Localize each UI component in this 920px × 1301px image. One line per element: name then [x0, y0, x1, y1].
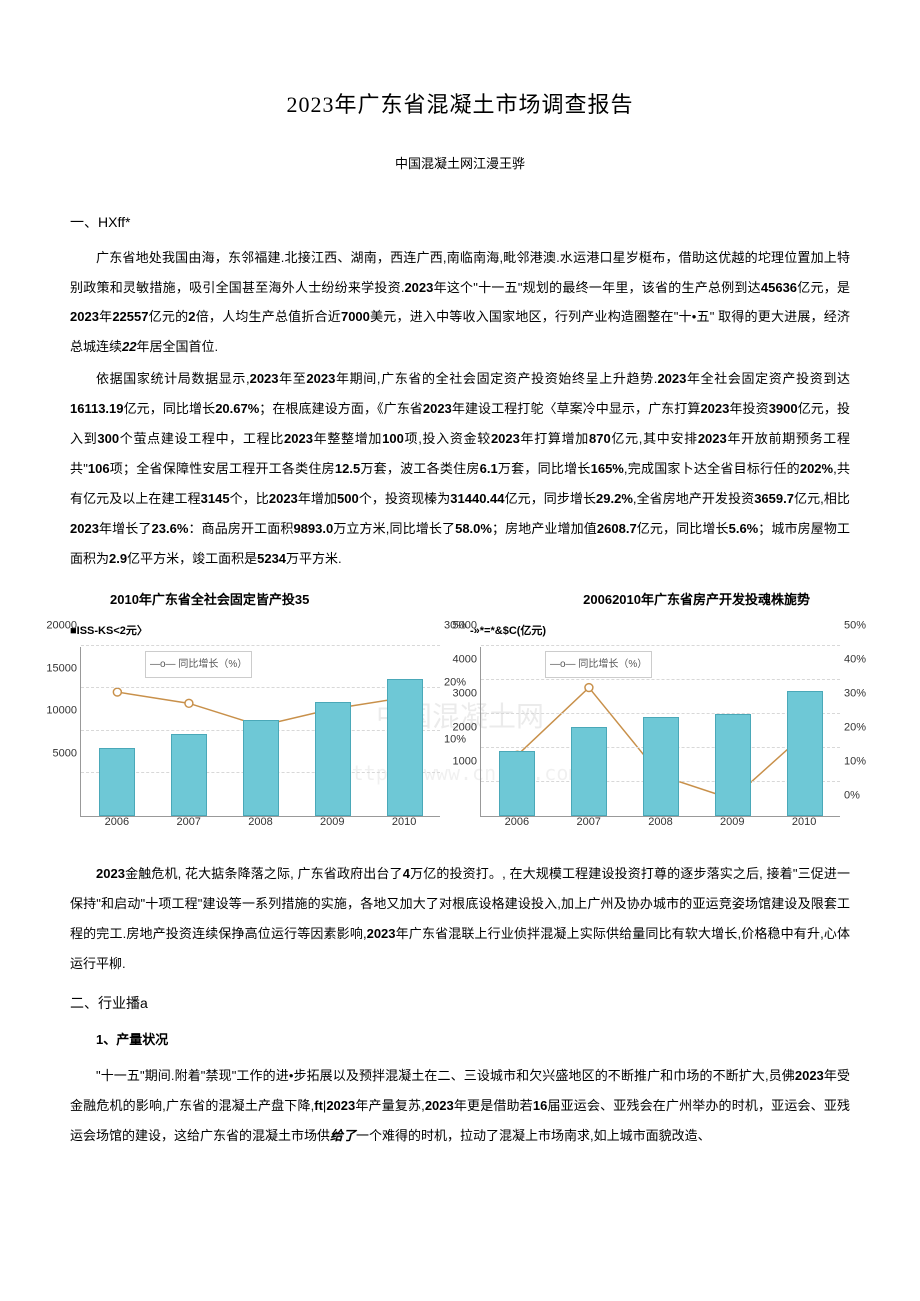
- section-2-head: 二、行业播a: [70, 987, 850, 1019]
- page-title: 2023年广东省混凝土市场调查报告: [70, 80, 850, 131]
- chart-bar: [315, 702, 351, 816]
- section-1-para-1: 广东省地处我国由海，东邻福建.北接江西、湖南，西连广西,南临南海,毗邻港澳.水运…: [70, 243, 850, 363]
- section-2-sub-1: 1、产量状况: [70, 1025, 850, 1055]
- chart-bar: [715, 714, 751, 816]
- chart-titles-row: 2010年广东省全社会固定皆产投35 20062010年广东省房产开发投魂株旎势: [70, 585, 850, 615]
- chart-2: -»*=*&$C(亿元) —o— 同比增长（%） 100020003000400…: [470, 619, 850, 839]
- chart-2-legend: -»*=*&$C(亿元): [470, 619, 850, 644]
- chart-bar: [243, 720, 279, 815]
- chart-bar: [787, 691, 823, 815]
- chart-2-title: 20062010年广东省房产开发投魂株旎势: [583, 585, 810, 615]
- chart-1-legend: ■ISS-KS<2元〉: [70, 619, 450, 644]
- chart-1-title: 2010年广东省全社会固定皆产投35: [110, 585, 309, 615]
- section-1-head: 一、HXff*: [70, 206, 850, 238]
- section-1-para-2: 依据国家统计局数据显示,2023年至2023年期间,广东省的全社会固定资产投资始…: [70, 364, 850, 573]
- chart-bar: [643, 717, 679, 816]
- chart-bar: [499, 751, 535, 816]
- chart-bar: [99, 748, 135, 816]
- section-1-para-3: 2023金触危机, 花大掂条降落之际, 广东省政府出台了4万亿的投资打。, 在大…: [70, 859, 850, 979]
- page-subtitle: 中国混凝土网江漫王骅: [70, 149, 850, 179]
- chart-1: ■ISS-KS<2元〉 —o— 同比增长（%） 5000100001500020…: [70, 619, 450, 839]
- chart-bar: [387, 679, 423, 816]
- charts-row: 中国混凝土网 http://www.cnrmc.com ■ISS-KS<2元〉 …: [70, 619, 850, 839]
- section-2-para-1: "十一五"期间.附着"禁现"工作的进•步拓展以及预拌混凝土在二、三设城市和欠兴盛…: [70, 1061, 850, 1151]
- chart-bar: [171, 734, 207, 816]
- chart-bar: [571, 727, 607, 815]
